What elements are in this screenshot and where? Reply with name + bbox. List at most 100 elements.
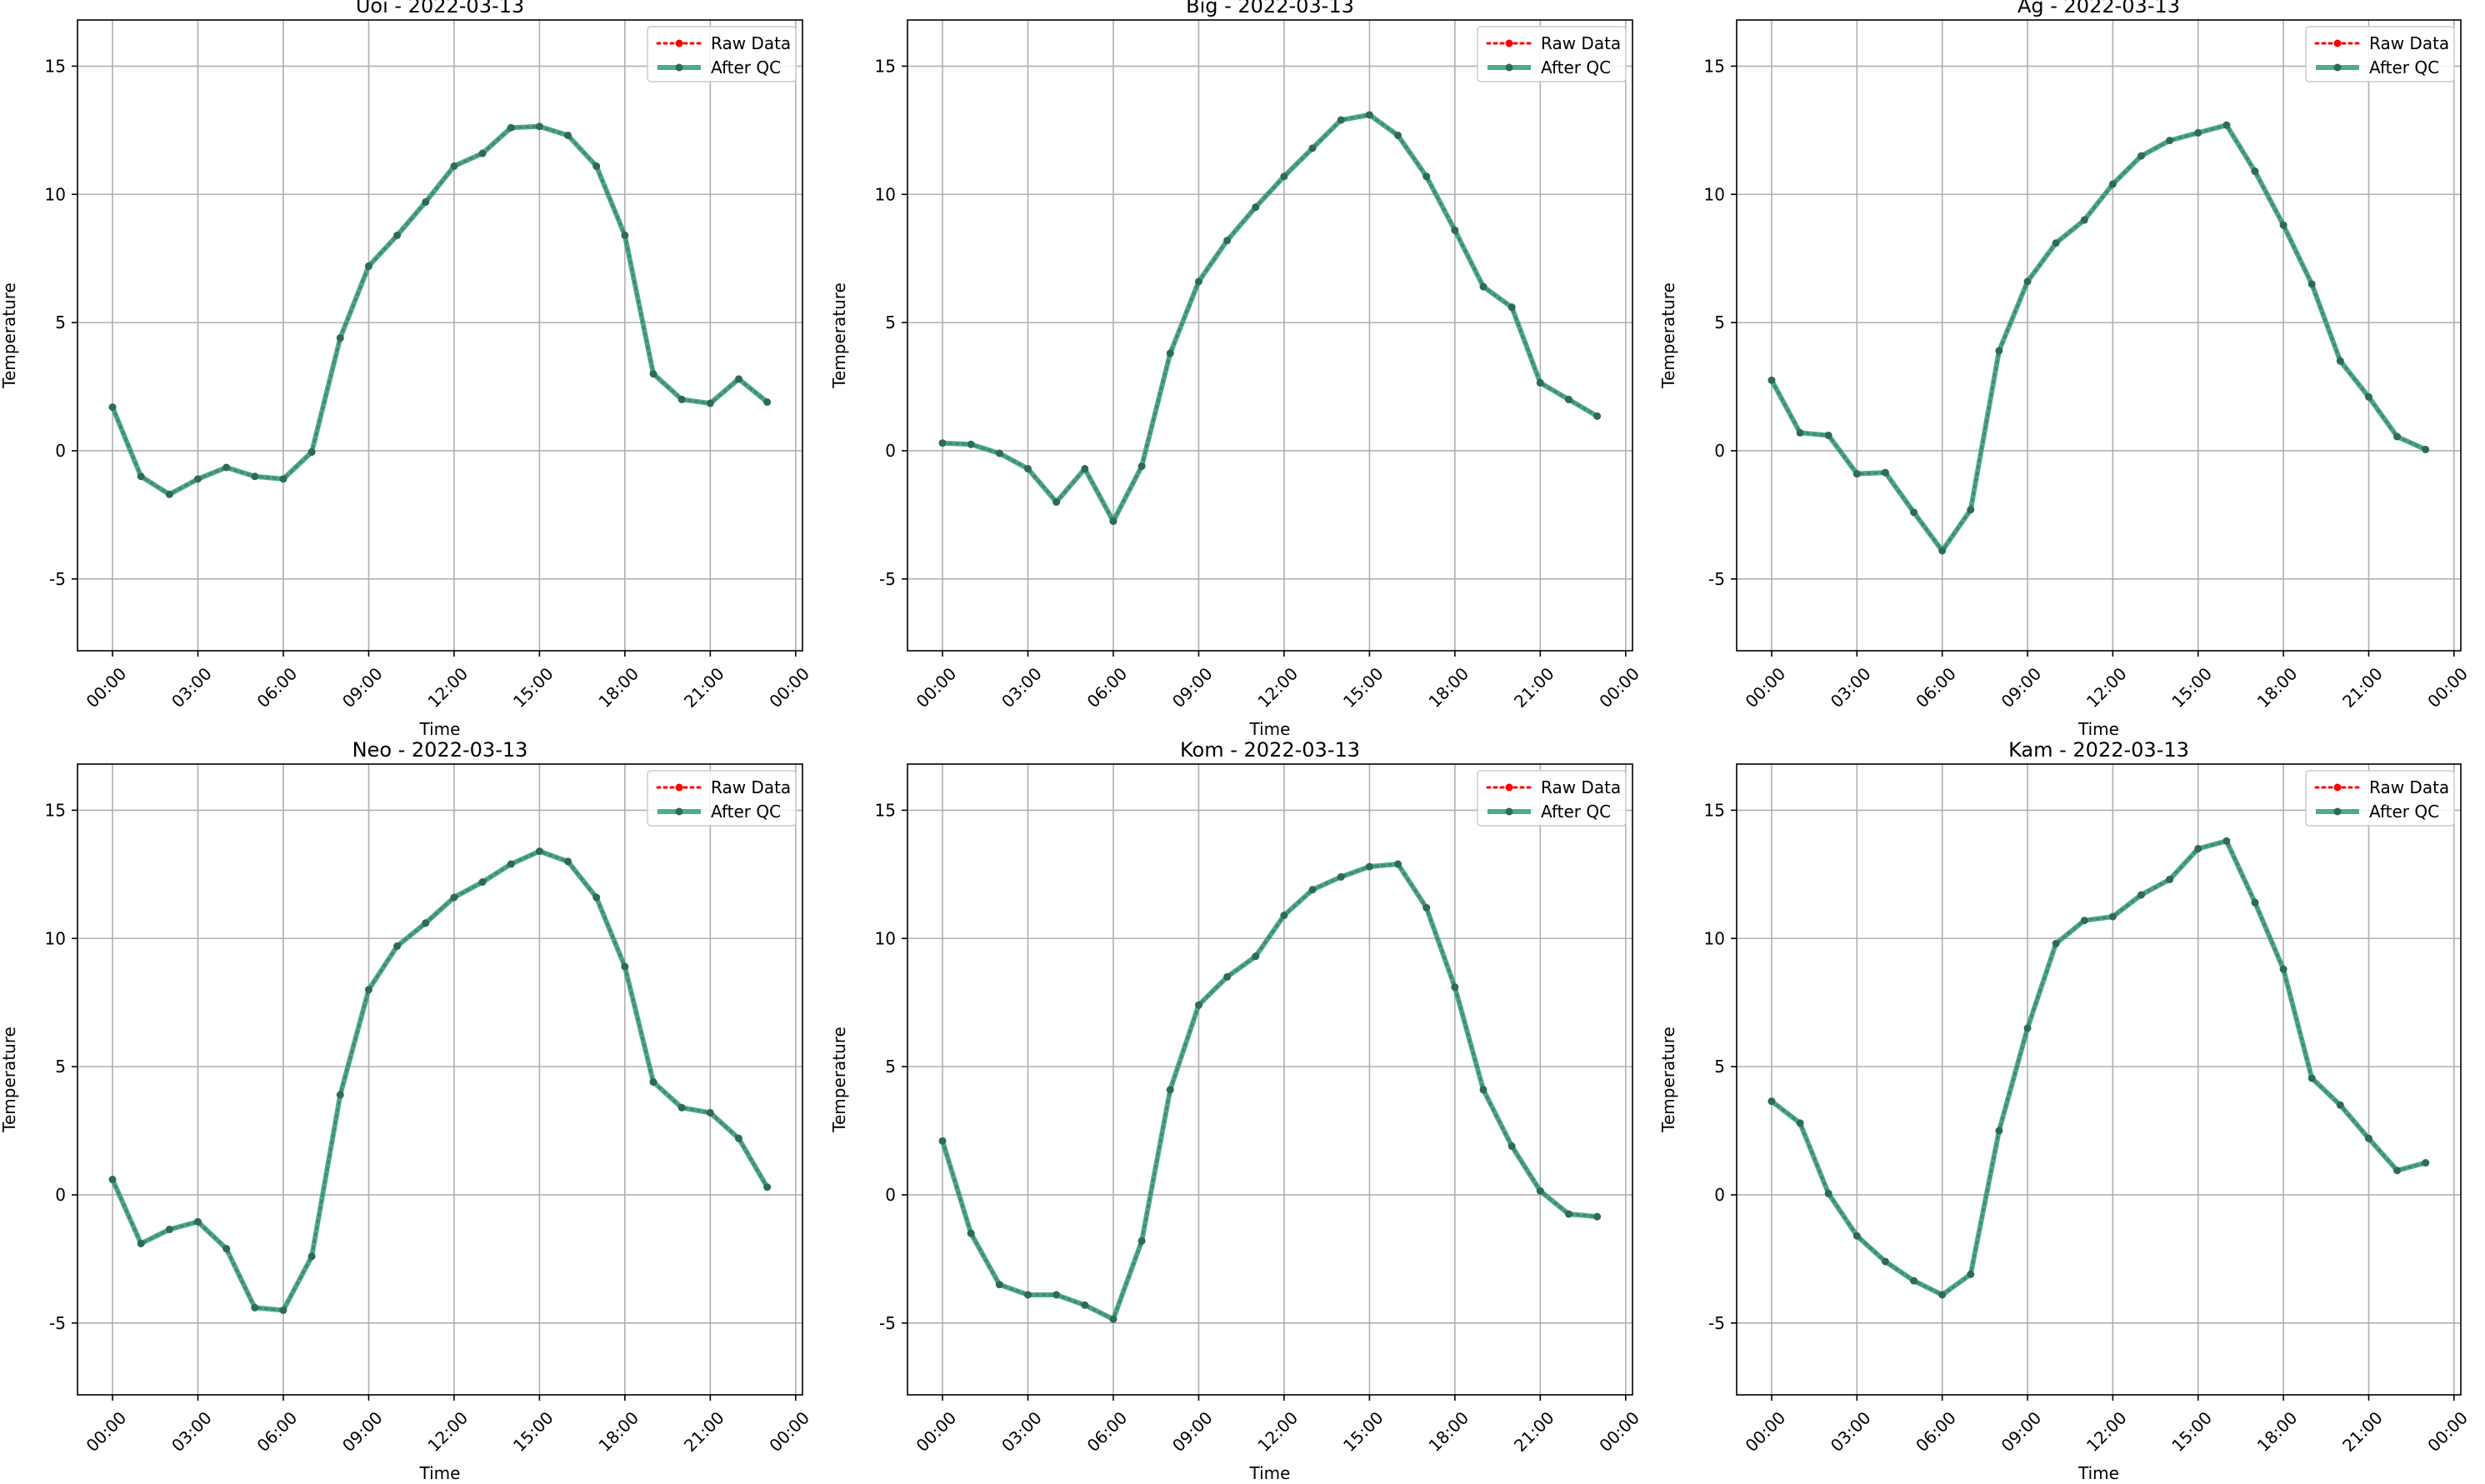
after-qc-point — [1824, 432, 1832, 440]
after-qc-point — [2308, 1074, 2316, 1082]
axes-frame — [1736, 19, 2462, 652]
legend-qc-label: After QC — [711, 802, 781, 822]
after-qc-point — [1967, 506, 1975, 514]
y-tick-label: 0 — [885, 1185, 896, 1205]
axes-frame — [77, 763, 803, 1396]
legend-raw-marker — [2333, 783, 2342, 792]
after-qc-point — [535, 122, 543, 131]
after-qc-point — [1422, 903, 1431, 912]
y-tick-label: -5 — [879, 569, 896, 589]
legend-raw-label: Raw Data — [2369, 777, 2449, 797]
after-qc-point — [1768, 1097, 1776, 1106]
after-qc-point — [2422, 1159, 2430, 1167]
after-qc-point — [450, 893, 458, 902]
after-qc-point — [1023, 465, 1032, 473]
after-qc-point — [734, 375, 742, 383]
after-qc-point — [1852, 1232, 1861, 1240]
axes-frame — [1736, 763, 2462, 1396]
legend-raw-label: Raw Data — [2369, 33, 2449, 53]
after-qc-point — [1194, 1001, 1202, 1009]
after-qc-point — [193, 475, 202, 483]
after-qc-point — [251, 472, 259, 481]
y-tick-label: 15 — [45, 56, 66, 76]
legend-qc-label: After QC — [1541, 802, 1611, 822]
after-qc-point — [1052, 1291, 1061, 1299]
after-qc-point — [279, 475, 288, 483]
after-qc-point — [938, 439, 947, 447]
after-qc-point — [2194, 845, 2202, 853]
after-qc-point — [422, 919, 430, 927]
chart-title: Big - 2022-03-13 — [1186, 0, 1354, 17]
axes-frame — [907, 19, 1633, 652]
after-qc-point — [2023, 1024, 2032, 1032]
after-qc-point — [1910, 1277, 1918, 1285]
after-qc-point — [1564, 1210, 1572, 1218]
after-qc-point — [763, 1183, 772, 1192]
after-qc-point — [1023, 1291, 1032, 1299]
axes-frame — [907, 763, 1633, 1396]
after-qc-point — [1938, 547, 1947, 555]
after-qc-point — [165, 1226, 173, 1234]
y-tick-label: 5 — [885, 1057, 896, 1077]
after-qc-point — [2251, 898, 2259, 907]
after-qc-line — [1769, 122, 2427, 553]
after-qc-point — [1564, 395, 1572, 403]
after-qc-point — [2336, 357, 2344, 365]
after-qc-point — [2052, 239, 2060, 247]
after-qc-point — [1508, 303, 1516, 312]
after-qc-point — [478, 878, 487, 887]
after-qc-line — [1770, 838, 2427, 1297]
after-qc-point — [1166, 349, 1174, 357]
y-tick-label: 15 — [1704, 56, 1725, 76]
y-tick-label: 15 — [875, 800, 896, 820]
after-qc-point — [1365, 111, 1373, 119]
after-qc-point — [1995, 347, 2003, 355]
after-qc-point — [137, 1239, 145, 1247]
after-qc-point — [393, 231, 402, 239]
y-tick-label: 10 — [1704, 184, 1725, 204]
legend-qc-marker — [2333, 63, 2342, 72]
after-qc-point — [222, 1245, 231, 1253]
y-tick-label: 5 — [55, 1057, 66, 1077]
after-qc-point — [308, 1252, 316, 1261]
y-axis-label: Temperature — [829, 1027, 849, 1133]
y-tick-label: 5 — [55, 312, 66, 332]
after-qc-point — [564, 131, 572, 139]
x-axis-label: Time — [419, 1463, 461, 1483]
after-qc-point — [1824, 1189, 1832, 1197]
after-qc-line — [110, 848, 770, 1313]
after-qc-point — [1422, 172, 1431, 181]
legend-raw-marker — [675, 39, 683, 47]
after-qc-point — [2279, 221, 2288, 229]
after-qc-point — [734, 1134, 742, 1142]
after-qc-point — [2108, 180, 2117, 188]
after-qc-point — [967, 440, 975, 448]
after-qc-point — [222, 463, 231, 472]
after-qc-point — [995, 1281, 1003, 1289]
y-tick-label: 10 — [875, 928, 896, 948]
after-qc-point — [2393, 1167, 2402, 1175]
y-tick-label: -5 — [1708, 569, 1725, 589]
y-axis-label: Temperature — [1658, 1027, 1678, 1133]
after-qc-point — [763, 398, 772, 407]
after-qc-point — [2052, 939, 2060, 947]
after-qc-point — [1995, 1127, 2003, 1135]
after-qc-point — [1593, 1212, 1602, 1221]
after-qc-point — [1365, 862, 1373, 871]
after-qc-point — [251, 1303, 259, 1312]
chart-title: Ag - 2022-03-13 — [2018, 0, 2180, 17]
y-tick-label: -5 — [1708, 1313, 1725, 1333]
legend-qc-marker — [2333, 807, 2342, 816]
after-qc-point — [364, 262, 372, 270]
after-qc-point — [1796, 428, 1804, 437]
after-qc-point — [1109, 517, 1118, 526]
after-qc-point — [938, 1137, 947, 1145]
y-tick-label: 10 — [875, 184, 896, 204]
legend-qc-label: After QC — [2369, 57, 2439, 77]
after-qc-point — [2336, 1101, 2344, 1109]
after-qc-point — [1308, 886, 1317, 894]
after-qc-point — [995, 449, 1003, 457]
